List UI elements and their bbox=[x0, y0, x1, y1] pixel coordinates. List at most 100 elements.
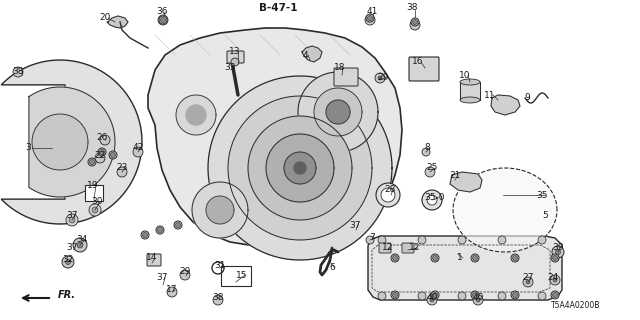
Text: 22: 22 bbox=[94, 150, 106, 159]
Text: 36: 36 bbox=[156, 7, 168, 17]
Circle shape bbox=[511, 291, 519, 299]
Text: 5: 5 bbox=[542, 211, 548, 220]
Text: 1: 1 bbox=[457, 253, 463, 262]
Circle shape bbox=[498, 292, 506, 300]
Text: 40: 40 bbox=[426, 293, 438, 302]
Text: 20: 20 bbox=[99, 13, 111, 22]
Circle shape bbox=[431, 291, 439, 299]
Polygon shape bbox=[107, 16, 128, 28]
Circle shape bbox=[418, 292, 426, 300]
FancyBboxPatch shape bbox=[227, 51, 244, 63]
Circle shape bbox=[550, 275, 560, 285]
Text: 32: 32 bbox=[62, 255, 74, 265]
Circle shape bbox=[376, 183, 400, 207]
Circle shape bbox=[90, 159, 95, 164]
Circle shape bbox=[69, 217, 75, 223]
Text: 24: 24 bbox=[547, 274, 559, 283]
Polygon shape bbox=[284, 152, 316, 184]
Circle shape bbox=[367, 15, 372, 20]
Polygon shape bbox=[491, 95, 520, 115]
Circle shape bbox=[141, 231, 149, 239]
Text: 7: 7 bbox=[369, 234, 375, 243]
Text: 31: 31 bbox=[214, 260, 226, 269]
Circle shape bbox=[498, 236, 506, 244]
Circle shape bbox=[95, 153, 105, 163]
Polygon shape bbox=[1, 60, 142, 224]
Polygon shape bbox=[450, 172, 482, 192]
Text: 6: 6 bbox=[329, 263, 335, 273]
Text: 38: 38 bbox=[406, 4, 418, 12]
Text: 4: 4 bbox=[302, 51, 308, 60]
Polygon shape bbox=[192, 182, 248, 238]
Text: 35: 35 bbox=[536, 190, 548, 199]
Circle shape bbox=[391, 291, 399, 299]
Polygon shape bbox=[314, 88, 362, 136]
Polygon shape bbox=[460, 82, 480, 100]
Text: 12: 12 bbox=[382, 244, 394, 252]
Circle shape bbox=[552, 292, 557, 298]
Text: 13: 13 bbox=[229, 47, 241, 57]
Circle shape bbox=[88, 158, 96, 166]
Polygon shape bbox=[148, 28, 402, 248]
Circle shape bbox=[175, 222, 180, 228]
Circle shape bbox=[413, 20, 417, 25]
Circle shape bbox=[213, 295, 223, 305]
Circle shape bbox=[473, 295, 483, 305]
Text: 9: 9 bbox=[524, 93, 530, 102]
Circle shape bbox=[158, 15, 168, 25]
Text: 30: 30 bbox=[92, 197, 103, 206]
Circle shape bbox=[411, 18, 419, 26]
Text: 37: 37 bbox=[67, 211, 77, 220]
Text: 35-0: 35-0 bbox=[425, 194, 445, 203]
Circle shape bbox=[433, 255, 438, 260]
Ellipse shape bbox=[460, 97, 480, 103]
Text: 41: 41 bbox=[366, 7, 378, 17]
Circle shape bbox=[427, 195, 437, 205]
Circle shape bbox=[425, 167, 435, 177]
Text: FR.: FR. bbox=[58, 290, 76, 300]
Circle shape bbox=[365, 15, 375, 25]
Circle shape bbox=[65, 260, 70, 265]
Text: 18: 18 bbox=[334, 63, 346, 73]
Circle shape bbox=[366, 14, 374, 22]
Text: 17: 17 bbox=[166, 285, 178, 294]
Circle shape bbox=[430, 298, 434, 302]
Text: 38: 38 bbox=[212, 293, 224, 302]
Circle shape bbox=[143, 233, 147, 237]
Polygon shape bbox=[302, 46, 322, 62]
Text: 8: 8 bbox=[424, 143, 430, 153]
Text: 15: 15 bbox=[236, 270, 248, 279]
Circle shape bbox=[66, 214, 78, 226]
Circle shape bbox=[551, 291, 559, 299]
Circle shape bbox=[458, 292, 466, 300]
Text: 27: 27 bbox=[522, 274, 534, 283]
Circle shape bbox=[133, 147, 143, 157]
Text: 16: 16 bbox=[412, 58, 424, 67]
Text: 42: 42 bbox=[132, 143, 143, 153]
Circle shape bbox=[117, 167, 127, 177]
Circle shape bbox=[392, 292, 397, 298]
Circle shape bbox=[458, 236, 466, 244]
FancyBboxPatch shape bbox=[379, 243, 391, 253]
Circle shape bbox=[410, 20, 420, 30]
Circle shape bbox=[174, 221, 182, 229]
Circle shape bbox=[99, 149, 104, 155]
Ellipse shape bbox=[460, 79, 480, 85]
Polygon shape bbox=[228, 96, 372, 240]
Circle shape bbox=[378, 292, 386, 300]
FancyBboxPatch shape bbox=[409, 57, 439, 81]
Circle shape bbox=[471, 291, 479, 299]
FancyBboxPatch shape bbox=[221, 266, 251, 286]
Polygon shape bbox=[206, 196, 234, 224]
Circle shape bbox=[378, 76, 382, 80]
Polygon shape bbox=[29, 87, 115, 197]
Circle shape bbox=[111, 153, 115, 157]
Circle shape bbox=[552, 246, 564, 258]
Circle shape bbox=[77, 242, 83, 248]
Polygon shape bbox=[294, 162, 306, 174]
FancyBboxPatch shape bbox=[334, 68, 358, 86]
Circle shape bbox=[391, 254, 399, 262]
Circle shape bbox=[526, 280, 530, 284]
Text: 33: 33 bbox=[224, 63, 236, 73]
Circle shape bbox=[422, 148, 430, 156]
